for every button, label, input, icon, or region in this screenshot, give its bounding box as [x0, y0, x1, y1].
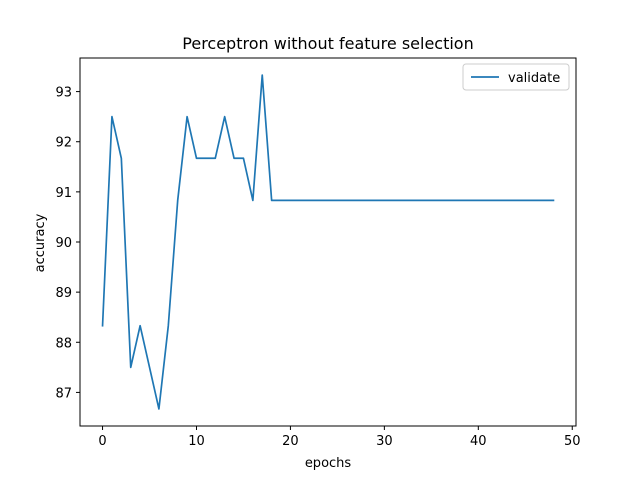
y-tick-label: 93	[55, 86, 72, 101]
x-axis-ticks: 0 10 20 30 40 50	[98, 426, 581, 449]
y-tick-label: 91	[55, 186, 72, 201]
y-tick-label: 90	[55, 236, 72, 251]
x-tick-label: 10	[188, 434, 205, 449]
legend-box	[462, 63, 570, 91]
x-tick-label: 0	[98, 434, 106, 449]
x-tick-label: 20	[282, 434, 299, 449]
y-tick-label: 89	[55, 286, 72, 301]
legend-label: validate	[508, 71, 560, 86]
x-tick-label: 50	[564, 434, 581, 449]
x-axis-label: epochs	[305, 456, 352, 471]
y-axis-ticks: 87 88 89 90 91 92 93	[55, 86, 80, 401]
legend: validate	[462, 63, 570, 91]
x-tick-label: 40	[470, 434, 487, 449]
series-line-validate	[101, 74, 555, 410]
chart-title: Perceptron without feature selection	[182, 34, 473, 53]
x-tick-label: 30	[376, 434, 393, 449]
y-tick-label: 88	[55, 336, 72, 351]
y-tick-label: 92	[55, 136, 72, 151]
y-tick-label: 87	[55, 386, 72, 401]
y-axis-label: accuracy	[33, 213, 48, 272]
